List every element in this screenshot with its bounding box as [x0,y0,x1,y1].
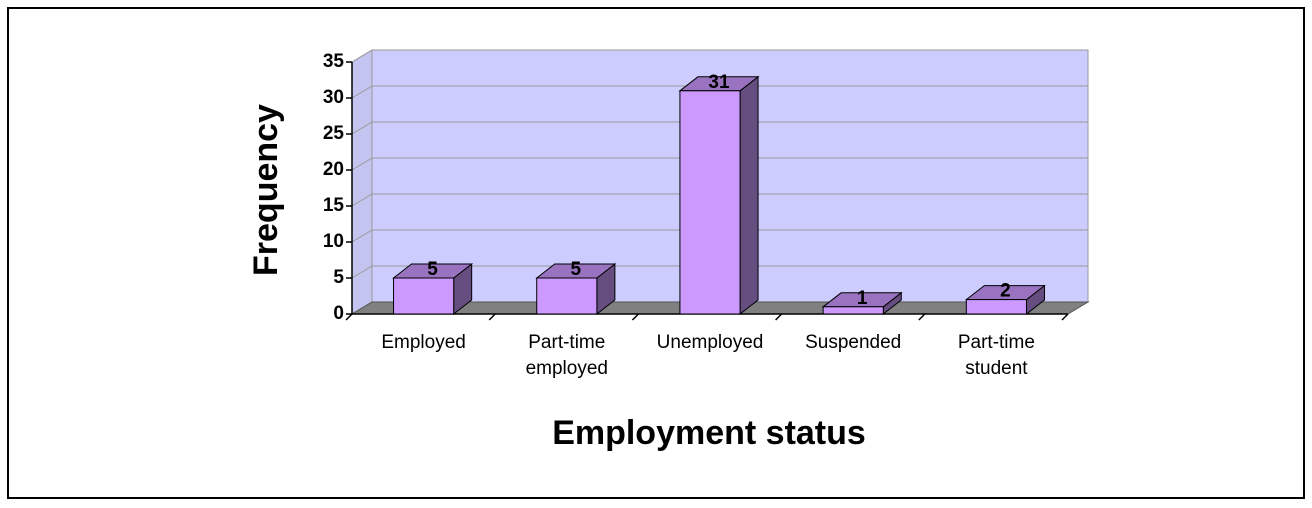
x-tick-label: Unemployed [656,332,764,353]
x-tick [775,313,783,321]
x-tick-label: Part-time student [957,332,1035,379]
grid-line [351,265,373,279]
y-tick-label: 5 [333,267,344,288]
y-tick-label: 35 [323,51,345,72]
y-axis-title: Frequency [247,104,285,276]
x-tick [345,313,353,321]
bar [536,277,598,315]
x-tick [1061,313,1069,321]
x-axis-title: Employment status [552,414,866,452]
grid-line [351,193,373,207]
grid-line [351,157,373,171]
bar [393,277,455,315]
x-tick [631,313,639,321]
y-tick-label: 20 [323,159,344,180]
x-tick-label: Employed [381,332,466,353]
y-tick-label: 10 [323,231,344,252]
bar [965,299,1027,315]
data-label: 2 [1000,281,1011,302]
x-tick-label: Suspended [805,332,902,353]
grid-line [351,121,373,135]
x-tick-label: Part-time employed [525,332,608,379]
x-tick [488,313,496,321]
y-tick-label: 25 [323,123,345,144]
grid-line [351,49,373,63]
bar [822,306,884,315]
bar-side [739,75,759,316]
data-label: 5 [427,259,438,280]
y-tick-label: 15 [323,195,345,216]
bar [679,90,741,315]
data-label: 1 [857,288,868,309]
x-tick [918,313,926,321]
grid-line [351,85,373,99]
side-wall [351,49,373,315]
data-label: 5 [571,259,582,280]
y-tick-label: 30 [323,87,344,108]
data-label: 31 [708,72,730,93]
y-tick-label: 0 [333,303,344,324]
grid-line [351,229,373,243]
